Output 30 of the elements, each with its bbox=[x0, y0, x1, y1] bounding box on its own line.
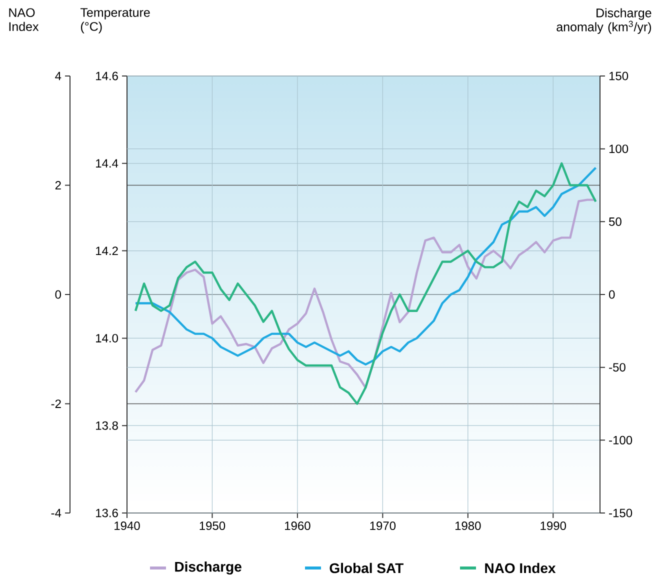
y3-tick-label: 4 bbox=[55, 72, 62, 80]
y-tick-label: 13.6 bbox=[96, 508, 118, 518]
y2-tick-label: -50 bbox=[609, 363, 626, 372]
x-tick-label: 1990 bbox=[540, 522, 566, 530]
y2-axis-title: Discharge anomaly (km$^{3}$/yr) bbox=[556, 8, 652, 34]
x-tick-label: 1940 bbox=[114, 522, 140, 530]
y2-tick-label: 50 bbox=[609, 217, 622, 226]
y2-tick-label: 150 bbox=[609, 72, 628, 80]
x-tick-label: 1960 bbox=[285, 522, 310, 530]
y3-tick-label: 0 bbox=[55, 290, 62, 299]
y3-tick-label: -2 bbox=[51, 400, 61, 408]
legend-label: Global SAT bbox=[330, 562, 404, 574]
y-tick-label: 14.2 bbox=[96, 246, 118, 255]
y-tick-label: 13.8 bbox=[96, 421, 118, 430]
y-tick-label: 14.4 bbox=[96, 159, 118, 168]
legend-label: Discharge bbox=[175, 561, 242, 575]
x-tick-label: 1950 bbox=[200, 522, 226, 530]
y2-tick-label: -100 bbox=[609, 436, 632, 444]
y3-tick-label: -4 bbox=[51, 508, 62, 518]
x-tick-label: 1980 bbox=[455, 522, 481, 530]
x-tick-label: 1970 bbox=[370, 522, 396, 530]
y3-tick-label: 2 bbox=[55, 181, 61, 190]
y3-axis-title: NAO Index bbox=[9, 8, 39, 32]
y2-tick-label: 0 bbox=[609, 290, 615, 299]
y2-tick-label: 100 bbox=[609, 144, 628, 154]
legend-label: NAO Index bbox=[485, 562, 556, 574]
y2-tick-label: -150 bbox=[609, 508, 632, 518]
y-tick-label: 14.6 bbox=[96, 72, 118, 80]
y-axis-title: Temperature (°C) bbox=[80, 8, 150, 34]
y-tick-label: 14.0 bbox=[96, 334, 118, 342]
